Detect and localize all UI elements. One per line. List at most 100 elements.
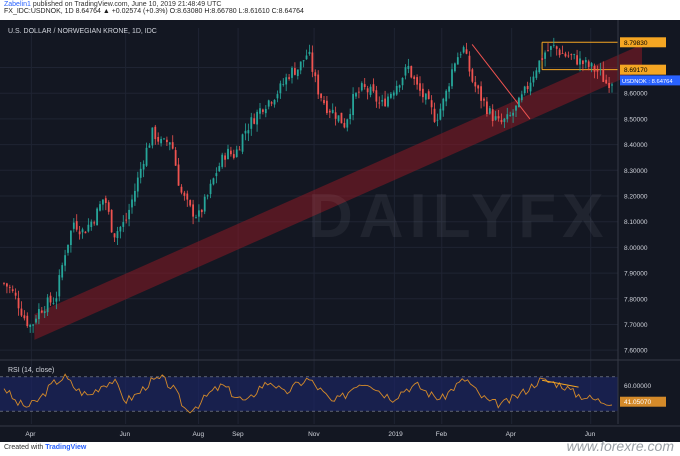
candle-body	[14, 292, 17, 296]
rsi-line	[3, 373, 613, 414]
usdnok-chart[interactable]: DAILYFX 8.700008.600008.500008.400008.30…	[0, 20, 680, 442]
candle-body	[494, 116, 497, 120]
candle-body	[398, 85, 401, 88]
candle-body	[84, 231, 87, 234]
candle-body	[372, 84, 375, 92]
candle-body	[515, 105, 517, 111]
candle-body	[456, 57, 459, 65]
candle-body	[160, 138, 162, 144]
candle-body	[308, 51, 311, 54]
candle-body	[358, 91, 360, 93]
candle-body	[355, 93, 357, 97]
candle-body	[474, 82, 477, 87]
candle-body	[256, 111, 258, 125]
candle-body	[20, 308, 23, 316]
candle-body	[538, 60, 541, 73]
candle-body	[579, 58, 581, 65]
candle-body	[296, 69, 299, 76]
candle-body	[81, 229, 84, 233]
chart-container[interactable]: DAILYFX 8.700008.600008.500008.400008.30…	[0, 20, 680, 442]
candle-body	[573, 53, 576, 55]
candle-body	[451, 69, 453, 87]
candle-body	[535, 70, 538, 78]
candle-body	[337, 115, 340, 122]
candle-body	[259, 108, 261, 114]
candle-body	[567, 55, 570, 57]
time-tick-label: Jun	[585, 431, 596, 438]
candle-body	[78, 231, 81, 235]
candle-body	[395, 85, 398, 95]
candle-body	[154, 126, 157, 140]
candle-body	[253, 118, 256, 124]
candle-body	[46, 297, 49, 313]
candle-body	[459, 54, 462, 56]
candle-body	[171, 142, 174, 149]
candle-body	[561, 53, 564, 54]
candle-body	[119, 226, 122, 232]
candle-body	[387, 96, 389, 107]
tradingview-brand[interactable]: TradingView	[45, 444, 87, 451]
price-tick-label: 8.00000	[624, 245, 648, 252]
candle-body	[491, 109, 494, 122]
candle-body	[52, 303, 55, 304]
candle-body	[404, 67, 407, 76]
candle-body	[550, 46, 552, 50]
candle-body	[145, 147, 148, 166]
candle-body	[547, 50, 549, 51]
time-tick-label: Sep	[232, 431, 244, 438]
candle-body	[413, 76, 416, 79]
ohlc-line: FX_IDC:USDNOK, 1D 8.64764 ▲ +0.02574 (+0…	[4, 8, 304, 15]
price-tick-label: 8.20000	[624, 194, 648, 201]
candle-body	[570, 54, 573, 56]
candle-body	[134, 190, 136, 202]
created-with-text: Created with	[4, 444, 44, 451]
candle-body	[104, 198, 107, 203]
candle-body	[480, 86, 482, 101]
current-price-label: USDNOK : 8.64764	[622, 79, 673, 85]
candle-body	[107, 202, 110, 212]
candle-body	[442, 98, 445, 111]
candle-body	[174, 150, 177, 166]
candle-body	[192, 204, 194, 217]
candle-body	[49, 295, 52, 303]
candle-body	[17, 297, 20, 309]
time-tick-label: Aug	[193, 431, 205, 438]
author-link[interactable]: Zabelin1	[4, 1, 31, 8]
candle-body	[189, 200, 192, 206]
candle-body	[488, 108, 491, 114]
candle-body	[500, 120, 503, 123]
candle-body	[139, 168, 142, 178]
candle-body	[122, 222, 125, 227]
candle-body	[282, 84, 285, 85]
candle-body	[288, 77, 290, 79]
candle-body	[302, 60, 305, 62]
price-tick-label: 7.80000	[624, 296, 648, 303]
candle-body	[186, 193, 189, 200]
candle-body	[180, 186, 183, 193]
candle-body	[599, 69, 602, 70]
candle-body	[587, 61, 590, 67]
candle-body	[401, 77, 404, 86]
candle-body	[384, 98, 386, 107]
candle-body	[509, 115, 512, 116]
candle-body	[299, 61, 302, 71]
candle-body	[148, 145, 151, 148]
candle-body	[317, 74, 320, 95]
candle-body	[116, 231, 119, 239]
candle-body	[247, 130, 250, 134]
candle-body	[424, 93, 427, 100]
candle-body	[241, 134, 244, 152]
candle-body	[564, 53, 567, 57]
candle-body	[320, 93, 322, 98]
candle-body	[55, 298, 58, 302]
candle-body	[305, 55, 308, 60]
candle-body	[270, 102, 273, 104]
candle-body	[520, 94, 523, 101]
candle-body	[157, 136, 160, 142]
rsi-divergence-line	[541, 379, 579, 388]
candle-body	[23, 315, 26, 319]
candle-body	[497, 116, 500, 119]
candle-body	[67, 244, 69, 253]
candle-body	[608, 82, 610, 88]
candle-body	[593, 65, 596, 72]
